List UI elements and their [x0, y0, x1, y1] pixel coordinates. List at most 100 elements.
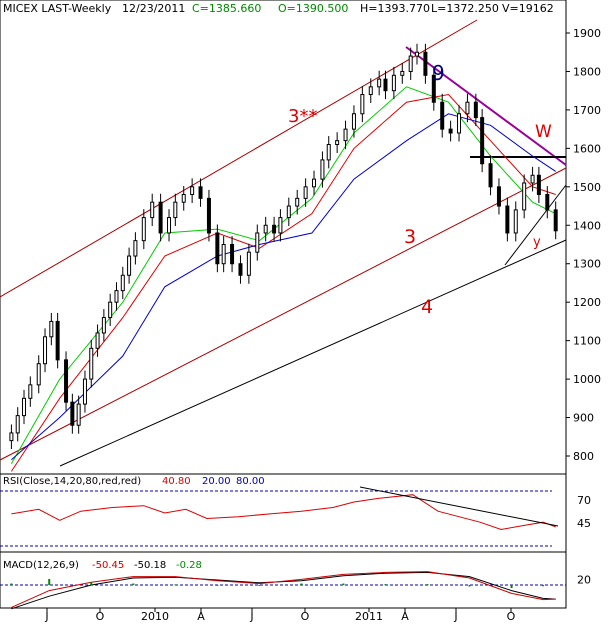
price-bar-body: [278, 217, 283, 234]
rsi-line: [11, 494, 556, 531]
price-y-tick-label: 1800: [573, 65, 601, 78]
price-bar-body: [246, 251, 251, 276]
moving-average-red: [10, 93, 556, 472]
price-bar-body: [423, 51, 428, 76]
annotation-wave-9: 9: [432, 61, 445, 85]
price-y-tick-label: 800: [573, 450, 594, 463]
annotation-wave-y: y: [533, 235, 541, 250]
price-bar-body: [360, 94, 365, 115]
price-bar-body: [431, 74, 436, 103]
price-y-tick-label: 1700: [573, 104, 601, 117]
price-layer: [0, 19, 567, 472]
price-bar-body: [230, 244, 235, 265]
price-bar-body: [480, 117, 485, 165]
header-high: H=1393.770: [360, 2, 430, 15]
x-axis-tick-label: O: [507, 610, 516, 623]
moving-average-blue: [11, 113, 556, 461]
x-axis-tick-label: A: [197, 610, 205, 623]
price-bar-body: [496, 186, 501, 207]
price-bar-body: [303, 186, 308, 199]
price-bar-body: [215, 232, 220, 265]
price-bar-body: [295, 197, 300, 207]
price-bar-body: [473, 101, 478, 119]
price-y-tick-label: 1500: [573, 181, 601, 194]
y-axis-labels: 800 900 1000 1100 1200 1300 1400 1500 1600 1700 18…: [566, 27, 601, 586]
price-bar-body: [351, 113, 356, 130]
annotation-wave-w: W: [535, 122, 552, 142]
price-bar-body: [206, 197, 211, 234]
price-bar-body: [368, 86, 373, 96]
price-y-tick-label: 1300: [573, 258, 601, 271]
price-y-tick-label: 900: [573, 412, 594, 425]
header-date: 12/23/2011: [122, 2, 185, 15]
price-bar-body: [545, 194, 550, 211]
price-bar-body: [95, 332, 100, 349]
macd-layer: [0, 571, 566, 610]
header-low: L=1372.250: [431, 2, 499, 15]
price-bar-body: [127, 255, 132, 276]
price-bar-body: [272, 224, 277, 234]
price-bar-body: [326, 144, 331, 161]
price-bar-body: [238, 263, 243, 276]
macd-y-tick-label: 20: [577, 573, 591, 586]
channel-upper-line: [0, 19, 478, 298]
price-bar-body: [400, 70, 405, 76]
price-bar-body: [55, 320, 60, 361]
price-bar-body: [150, 201, 155, 219]
rsi-value: 40.80: [162, 476, 191, 487]
price-bar-body: [513, 209, 518, 234]
price-bar-body: [391, 74, 396, 92]
price-bar-body: [408, 55, 413, 72]
macd-signal: -50.18: [134, 560, 166, 571]
macd-signal-line: [11, 571, 556, 610]
macd-panel: [0, 551, 567, 609]
annotation-wave-4: 4: [421, 296, 433, 318]
price-y-tick-label: 1900: [573, 27, 601, 40]
price-bar-body: [15, 415, 20, 434]
macd-hist: -0.28: [176, 560, 202, 571]
header-volume: V=19162: [502, 2, 554, 15]
price-bar-body: [286, 205, 291, 219]
price-bar-body: [221, 244, 226, 265]
price-bar-body: [263, 224, 268, 234]
price-bar-body: [553, 209, 558, 232]
price-bar-body: [414, 51, 419, 57]
price-bar-body: [198, 186, 203, 199]
price-bar-body: [488, 163, 493, 188]
rsi-low-level: 20.00: [202, 476, 231, 487]
x-axis-tick-label: 2010: [141, 610, 169, 623]
price-bar-body: [167, 217, 172, 234]
price-bar-body: [141, 217, 146, 242]
price-bar-body: [312, 178, 317, 188]
price-bar-body: [64, 359, 69, 403]
header-open: O=1390.500: [278, 2, 348, 15]
price-y-tick-label: 1600: [573, 142, 601, 155]
trendline-y: [504, 184, 567, 266]
rsi-y-tick-label: 45: [577, 517, 591, 530]
x-axis-tick-label: J: [249, 610, 253, 623]
price-bar-body: [82, 378, 87, 405]
trendline-9-w: [405, 46, 567, 166]
header-symbol: MICEX LAST-Weekly: [3, 2, 112, 15]
price-bar-body: [530, 174, 535, 184]
price-bar-body: [505, 205, 510, 234]
price-y-tick-label: 1000: [573, 373, 601, 386]
price-bar-body: [36, 363, 41, 386]
channel-middle-line: [0, 167, 567, 461]
macd-value: -50.45: [92, 560, 124, 571]
price-bar-body: [343, 128, 348, 142]
price-bar-body: [190, 186, 195, 196]
price-bar-body: [255, 232, 260, 253]
price-bar-body: [76, 403, 81, 426]
price-bar-body: [108, 301, 113, 319]
x-axis-tick-label: J: [44, 610, 48, 623]
price-panel: [0, 0, 567, 475]
price-y-tick-label: 1100: [573, 335, 601, 348]
price-bar-body: [133, 240, 138, 257]
price-bar-body: [335, 140, 340, 146]
price-bar-body: [28, 384, 33, 399]
annotation-wave-3: 3: [404, 226, 416, 248]
price-bar-body: [320, 159, 325, 180]
